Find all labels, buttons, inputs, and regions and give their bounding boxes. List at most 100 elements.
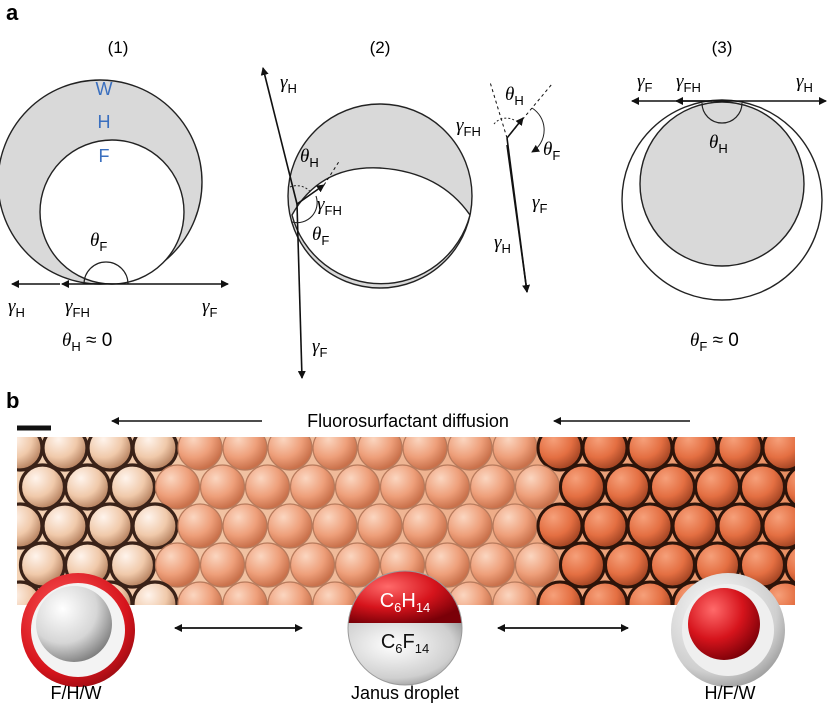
micrograph-droplet <box>581 502 629 550</box>
micrograph-droplet <box>649 541 696 589</box>
theta-h-arc-3 <box>493 117 515 125</box>
gamma-h-label-2: γH <box>280 72 297 96</box>
theta-f-label-3: θF <box>543 139 560 163</box>
micrograph-droplet <box>536 437 584 472</box>
janus-outline <box>347 570 463 686</box>
micrograph-droplet <box>492 437 538 471</box>
micrograph-droplet <box>17 437 44 472</box>
theta-f-arc-3 <box>531 107 545 153</box>
micrograph-droplet <box>379 464 426 510</box>
layer-h-label: H <box>98 112 111 132</box>
hfw-inner-core <box>688 588 760 660</box>
gamma-fh-label: γFH <box>65 296 90 320</box>
subfigure-1: (1) W H F θF γH γFH γF θH ≈ 0 <box>0 38 229 354</box>
micrograph-droplet <box>671 437 719 472</box>
micrograph-droplet <box>536 580 584 605</box>
micrograph-droplet <box>559 463 606 511</box>
micrograph-droplet <box>244 542 291 588</box>
micrograph-droplet <box>244 464 291 510</box>
subfigure-1-title: (1) <box>108 38 129 57</box>
gamma-h-label-4: γH <box>796 71 813 95</box>
label-fhw: F/H/W <box>51 683 102 703</box>
micrograph-droplet <box>626 502 674 550</box>
micrograph-droplet <box>671 502 719 550</box>
janus-top-formula: C6H14 <box>380 590 431 615</box>
micrograph-droplet <box>786 621 830 665</box>
gamma-f-arrow-2 <box>296 203 306 379</box>
micrograph-droplet <box>492 503 538 549</box>
micrograph-droplet <box>357 503 403 549</box>
micrograph-droplet <box>267 503 313 549</box>
fluorocarbon-half <box>291 167 471 285</box>
micrograph-droplet <box>131 502 179 550</box>
micrograph-droplet <box>199 464 246 510</box>
theta-f-label: θF <box>90 230 107 254</box>
micrograph-droplet <box>469 464 516 510</box>
dashed-line-a <box>489 81 508 139</box>
micrograph-droplet <box>267 437 313 471</box>
theta-f-label-2: θF <box>312 224 329 248</box>
fhw-inner-core <box>36 586 112 662</box>
micrograph-droplet <box>131 580 179 605</box>
gamma-f-label: γF <box>202 296 218 320</box>
micrograph-droplet <box>312 437 358 471</box>
micrograph-droplet <box>649 463 696 511</box>
janus-droplet: C6H14 C6F14 <box>347 570 463 686</box>
gamma-f-label-4: γF <box>637 71 653 95</box>
gamma-fh-label-3: γFH <box>456 115 481 139</box>
theta-h-label-3: θH <box>505 84 524 108</box>
hfw-droplet <box>671 573 785 687</box>
micrograph-droplet <box>447 437 493 471</box>
theta-f-arc <box>83 261 129 285</box>
micrograph-droplet <box>447 503 493 549</box>
theta-h-arc-4 <box>701 102 743 124</box>
micrograph-droplet <box>267 581 313 605</box>
gamma-h-arrow-2 <box>260 67 298 205</box>
gamma-fh-arrow-2 <box>296 184 325 205</box>
micrograph-droplet <box>581 580 629 605</box>
micrograph-droplet <box>177 437 223 471</box>
micrograph-droplet <box>514 464 561 510</box>
micrograph-droplet <box>17 502 44 550</box>
micrograph-droplet <box>626 580 674 605</box>
micrograph-droplet <box>739 463 786 511</box>
micrograph-droplet <box>222 503 268 549</box>
micrograph-droplet <box>154 464 201 510</box>
micrograph-droplet <box>86 437 134 472</box>
micrograph-droplet <box>177 503 223 549</box>
micrograph-droplet <box>177 581 223 605</box>
micrograph-droplet <box>18 463 67 511</box>
panel-b-label: b <box>6 388 19 413</box>
micrograph-droplet <box>716 437 764 472</box>
condition-3: θF ≈ 0 <box>690 330 739 354</box>
micrograph-droplet <box>536 502 584 550</box>
micrograph-droplet <box>514 542 561 588</box>
diffusion-caption: Fluorosurfactant diffusion <box>307 411 509 431</box>
inner-drop-3 <box>639 101 805 267</box>
gamma-f-label-2: γF <box>312 336 328 360</box>
micrograph-droplet <box>357 437 403 471</box>
gamma-fh-label-2: γFH <box>317 194 342 218</box>
gamma-h-label: γH <box>8 296 25 320</box>
label-hfw: H/F/W <box>705 683 756 703</box>
theta-h-label-2: θH <box>300 146 319 170</box>
micrograph-droplet <box>694 463 741 511</box>
subfigure-3: (3) γF γFH γH θH θF ≈ 0 <box>621 38 827 354</box>
micrograph-droplet <box>108 463 157 511</box>
panel-a-label: a <box>6 0 19 25</box>
layer-w-label: W <box>96 79 113 99</box>
micrograph-droplet <box>424 464 471 510</box>
micrograph-droplet <box>108 541 157 589</box>
subfigure-2: (2) γH θH γFH θF γF θH γFH θF γF γH <box>260 38 560 379</box>
micrograph-droplet <box>604 541 651 589</box>
micrograph-droplet <box>716 502 764 550</box>
micrograph-droplet <box>312 503 358 549</box>
gamma-h-label-3: γH <box>494 232 511 256</box>
micrograph-droplet <box>63 463 112 511</box>
micrograph-droplet <box>604 463 651 511</box>
gamma-fh-label-4: γFH <box>676 71 701 95</box>
micrograph-droplet <box>581 437 629 472</box>
theta-h-arc-2 <box>289 185 313 195</box>
micrograph-droplet <box>289 542 336 588</box>
